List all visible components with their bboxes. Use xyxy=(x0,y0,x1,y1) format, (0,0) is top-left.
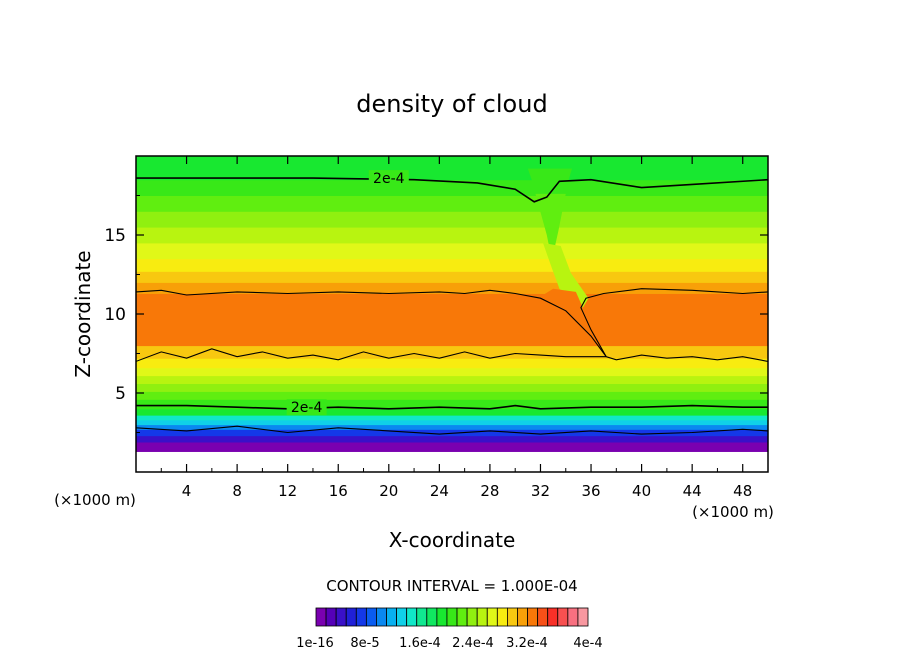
colorbar-swatch xyxy=(406,607,418,627)
plume-2 xyxy=(543,242,589,311)
band-2 xyxy=(136,435,768,443)
x-axis-title: X-coordinate xyxy=(389,528,516,552)
colorbar-swatch xyxy=(567,607,579,627)
x-tick-label: 40 xyxy=(632,482,651,500)
y-axis-ticks: 5 10 15 xyxy=(104,195,768,433)
x-tick-label: 16 xyxy=(329,482,348,500)
x-tick-label: 44 xyxy=(683,482,702,500)
band-7 xyxy=(136,408,768,416)
colorbar-swatch xyxy=(547,607,559,627)
colorbar-swatch xyxy=(396,607,408,627)
colorbar-label: 8e-5 xyxy=(350,636,379,651)
y-tick-label: 10 xyxy=(104,305,126,325)
contour-label-bg-1 xyxy=(286,399,327,416)
x-tick-label: 20 xyxy=(379,482,398,500)
colorbar-swatch xyxy=(335,607,347,627)
colorbar-swatch xyxy=(386,607,397,627)
y-tick-label: 15 xyxy=(104,226,126,246)
colorbar-labels: 1e-16 8e-5 1.6e-4 2.4e-4 3.2e-4 4e-4 xyxy=(296,636,602,651)
band-1 xyxy=(136,441,768,452)
band-9 xyxy=(136,391,768,400)
x-origin-unit: (×1000 m) xyxy=(54,491,136,509)
band-19 xyxy=(136,242,768,260)
contour-label-bg-0 xyxy=(368,170,409,187)
x-tick-label: 24 xyxy=(430,482,449,500)
contour-fill xyxy=(136,156,768,472)
band-21 xyxy=(136,211,768,228)
contour-label-1: 2e-4 xyxy=(291,400,323,416)
colorbar-label: 2.4e-4 xyxy=(452,636,494,651)
colorbar-swatch xyxy=(345,607,357,627)
colorbar-swatch xyxy=(365,607,377,627)
colorbar-swatch xyxy=(537,607,549,627)
colorbar-swatch xyxy=(416,607,428,627)
contour-lines: 2e-4 2e-4 xyxy=(136,170,768,435)
x-tick-label: 48 xyxy=(733,482,752,500)
plume-1 xyxy=(535,193,566,261)
colorbar-swatch xyxy=(446,607,458,627)
contour-line-2 xyxy=(136,289,607,358)
band-6 xyxy=(136,415,768,421)
colorbar-swatch xyxy=(355,607,367,627)
colorbar-swatch xyxy=(577,607,589,627)
colorbar-swatch xyxy=(496,607,508,627)
band-8 xyxy=(136,399,768,410)
colorbar-swatch xyxy=(476,607,488,627)
band-13 xyxy=(136,358,768,369)
band-3 xyxy=(136,429,768,437)
y-tick-label: 5 xyxy=(115,384,126,404)
contour-interval: CONTOUR INTERVAL = 1.000E-04 xyxy=(326,577,577,595)
plume-3 xyxy=(540,288,607,357)
band-5 xyxy=(136,419,768,426)
band-24 xyxy=(136,156,768,181)
x-tick-label: 32 xyxy=(531,482,550,500)
band-0 xyxy=(136,451,768,472)
colorbar-swatch xyxy=(456,607,468,627)
colorbar-swatch xyxy=(325,607,337,627)
contour-line-3 xyxy=(580,288,768,357)
band-22 xyxy=(136,195,768,212)
x-tick-label: 4 xyxy=(182,482,192,500)
colorbar-swatch xyxy=(376,607,387,627)
colorbar-swatch xyxy=(466,607,478,627)
x-axis-unit: (×1000 m) xyxy=(692,503,774,521)
x-axis-ticks: 4 8 12 16 20 24 28 32 36 40 44 48 xyxy=(160,156,752,500)
band-10 xyxy=(136,383,768,392)
band-23 xyxy=(136,179,768,196)
band-17 xyxy=(136,271,768,283)
x-tick-label: 8 xyxy=(232,482,242,500)
colorbar-label: 4e-4 xyxy=(573,636,602,651)
colorbar-label: 3.2e-4 xyxy=(506,636,548,651)
x-tick-label: 36 xyxy=(581,482,600,500)
colorbar-swatch xyxy=(527,607,539,627)
band-20 xyxy=(136,227,768,244)
contour-line-5 xyxy=(136,425,768,435)
colorbar-swatch xyxy=(315,607,327,627)
colorbar xyxy=(315,607,589,627)
colorbar-label: 1e-16 xyxy=(296,636,334,651)
colorbar-swatch xyxy=(426,607,438,627)
colorbar-swatch xyxy=(557,607,569,627)
y-axis-title: Z-coordinate xyxy=(71,250,95,377)
contour-label-0: 2e-4 xyxy=(373,171,405,187)
colorbar-swatch xyxy=(436,607,448,627)
band-18 xyxy=(136,258,768,272)
colorbar-swatch xyxy=(486,607,498,627)
band-16 xyxy=(136,282,768,294)
band-15 xyxy=(136,293,768,347)
colorbar-swatch xyxy=(507,607,518,627)
contour-line-1 xyxy=(136,404,768,410)
band-12 xyxy=(136,367,768,377)
chart-title: density of cloud xyxy=(356,90,547,118)
band-4 xyxy=(136,424,768,430)
contour-line-4 xyxy=(136,348,768,362)
colorbar-swatch xyxy=(517,607,528,627)
band-14 xyxy=(136,345,768,359)
x-tick-label: 12 xyxy=(278,482,297,500)
x-tick-label: 28 xyxy=(480,482,499,500)
band-11 xyxy=(136,375,768,385)
colorbar-label: 1.6e-4 xyxy=(399,636,441,651)
